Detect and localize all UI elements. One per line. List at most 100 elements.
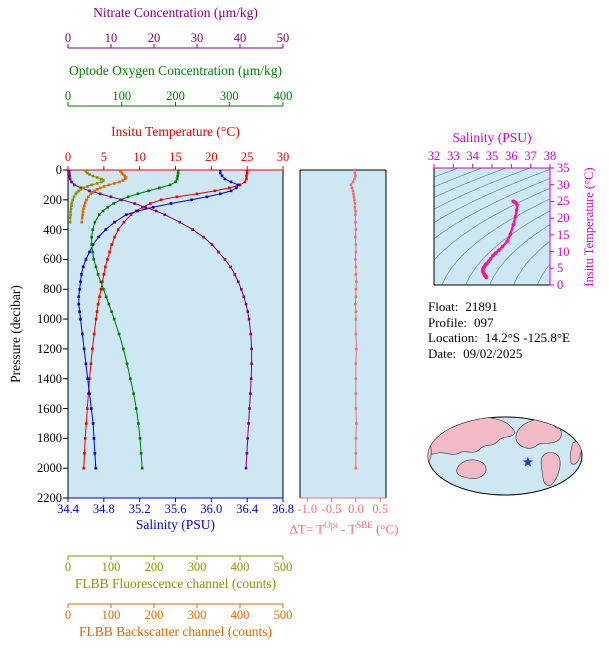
float-id-value: 21891	[465, 299, 498, 314]
delta-t-plot	[299, 168, 387, 502]
ts-temperature-axis-title: Insitu Temperature (°C)	[582, 167, 596, 287]
world-map	[427, 416, 583, 496]
delta-t-title-part: (°C)	[372, 521, 399, 537]
delta-t-title-part: ΔT= T	[289, 521, 325, 537]
pressure-tick-label: 2000	[37, 461, 62, 476]
ts-salinity-tick-label: 35	[485, 149, 499, 163]
location-value: 14.2°S -125.8°E	[484, 330, 570, 345]
backscatter-tick-label: 200	[144, 608, 164, 622]
temperature-tick-label: 0	[64, 150, 72, 164]
ts-temperature-tick-label: 35	[557, 161, 570, 175]
isopycnal-contours	[434, 168, 550, 285]
profile-number-value: 097	[474, 314, 494, 330]
ts-temperature-tick-label: 10	[557, 244, 570, 259]
oxygen-axis-title: Optode Oxygen Concentration (μm/kg)	[68, 63, 283, 78]
date-value: 09/02/2025	[463, 345, 523, 361]
nitrate-axis-title: Nitrate Concentration (μm/kg)	[93, 5, 258, 20]
float-info-block: Float: 21891 Profile: 097 Location: 14.2°S …	[428, 299, 570, 361]
ts-salinity-tick-label: 38	[543, 149, 557, 163]
ts-temperature-tick-label: 20	[557, 211, 570, 226]
profile-number-row: Profile: 097	[428, 315, 570, 331]
oxygen-tick-label: 0	[64, 89, 72, 103]
pressure-tick-label: 1800	[37, 431, 62, 446]
ts-temperature-tick-label: 0	[557, 278, 564, 292]
ts-temperature-tick-label: 25	[557, 194, 570, 209]
float-id-row: Float: 21891	[428, 299, 570, 315]
ts-temperature-tick-label: 30	[557, 177, 570, 192]
profile-number-label: Profile:	[428, 314, 467, 330]
delta-t-tick-label: -1.0	[297, 502, 318, 516]
fluorescence-tick-label: 400	[230, 560, 250, 574]
nitrate-tick-label: 50	[276, 31, 290, 45]
backscatter-tick-label: 500	[273, 608, 293, 622]
delta-t-title-sup: Opt	[324, 520, 338, 530]
fluorescence-tick-label: 100	[101, 560, 121, 574]
salinity-tick-label: 36.0	[200, 502, 223, 516]
oxygen-tick-label: 300	[219, 89, 239, 103]
ts-salinity-tick-label: 33	[447, 149, 460, 163]
salinity-tick-label: 35.2	[128, 502, 151, 516]
nitrate-tick-label: 40	[233, 31, 247, 45]
nitrate-tick-label: 0	[64, 31, 72, 45]
delta-t-title-part: - T	[337, 521, 357, 537]
salinity-tick-label: 36.8	[272, 502, 294, 516]
float-location-star-icon	[522, 456, 534, 467]
backscatter-tick-label: 300	[187, 608, 207, 622]
temperature-tick-label: 25	[240, 150, 254, 164]
profile-series	[68, 170, 253, 470]
delta-t-tick-label: 0.5	[372, 502, 388, 516]
salinity-tick-label: 35.6	[164, 502, 187, 516]
date-label: Date:	[428, 345, 457, 361]
main-profile-plot	[63, 44, 284, 608]
ts-salinity-tick-label: 36	[505, 149, 518, 163]
ts-temperature-tick-label: 5	[557, 261, 564, 276]
salinity-tick-label: 34.4	[57, 502, 79, 516]
pressure-tick-label: 800	[43, 282, 62, 297]
backscatter-tick-label: 100	[101, 608, 121, 622]
oxygen-tick-label: 200	[166, 89, 185, 103]
fluorescence-tick-label: 500	[273, 560, 293, 574]
fluorescence-tick-label: 0	[64, 560, 72, 574]
temperature-tick-label: 30	[276, 150, 290, 164]
temperature-tick-label: 20	[205, 150, 218, 164]
float-id-label: Float:	[428, 299, 459, 314]
location-row: Location: 14.2°S -125.8°E	[428, 330, 570, 346]
location-label: Location:	[428, 330, 478, 345]
fluorescence-axis-title: FLBB Fluorescence channel (counts)	[74, 576, 277, 591]
ts-diagram	[433, 164, 554, 286]
pressure-tick-label: 200	[43, 192, 62, 207]
temperature-axis-title: Insitu Temperature (°C)	[111, 124, 240, 139]
salinity-tick-label: 36.4	[236, 502, 259, 516]
ts-curve	[480, 199, 519, 280]
delta-t-axis-title: ΔT= TOpt - TSBE (°C)	[286, 517, 402, 537]
pressure-tick-label: 1400	[37, 371, 62, 386]
ts-salinity-tick-label: 34	[466, 149, 479, 163]
backscatter-tick-label: 0	[64, 608, 72, 622]
temperature-tick-label: 10	[133, 150, 146, 164]
backscatter-tick-label: 400	[230, 608, 250, 622]
fluorescence-tick-label: 200	[144, 560, 164, 574]
ts-salinity-tick-label: 32	[427, 149, 441, 163]
delta-t-tick-label: 0.0	[348, 502, 364, 516]
fluorescence-tick-label: 300	[187, 560, 207, 574]
oxygen-tick-label: 100	[112, 89, 132, 103]
salinity-axis-title: Salinity (PSU)	[135, 517, 216, 532]
temperature-tick-label: 15	[169, 150, 182, 164]
delta-t-tick-label: -0.5	[321, 502, 342, 516]
pressure-tick-label: 2200	[37, 491, 62, 505]
backscatter-axis-title: FLBB Backscatter channel (counts)	[78, 624, 273, 639]
salinity-tick-label: 34.8	[92, 502, 115, 516]
ts-salinity-tick-label: 37	[524, 149, 537, 163]
delta-t-title-sup: SBE	[356, 520, 373, 530]
pressure-tick-label: 1000	[37, 312, 62, 327]
pressure-tick-label: 600	[43, 252, 62, 267]
oxygen-tick-label: 400	[273, 89, 293, 103]
nitrate-tick-label: 10	[104, 31, 118, 45]
pressure-axis-title: Pressure (decibar)	[8, 285, 23, 383]
pressure-tick-label: 400	[43, 222, 62, 237]
pressure-tick-label: 0	[55, 163, 62, 177]
pressure-tick-label: 1600	[37, 401, 62, 416]
ts-temperature-tick-label: 15	[557, 227, 570, 242]
